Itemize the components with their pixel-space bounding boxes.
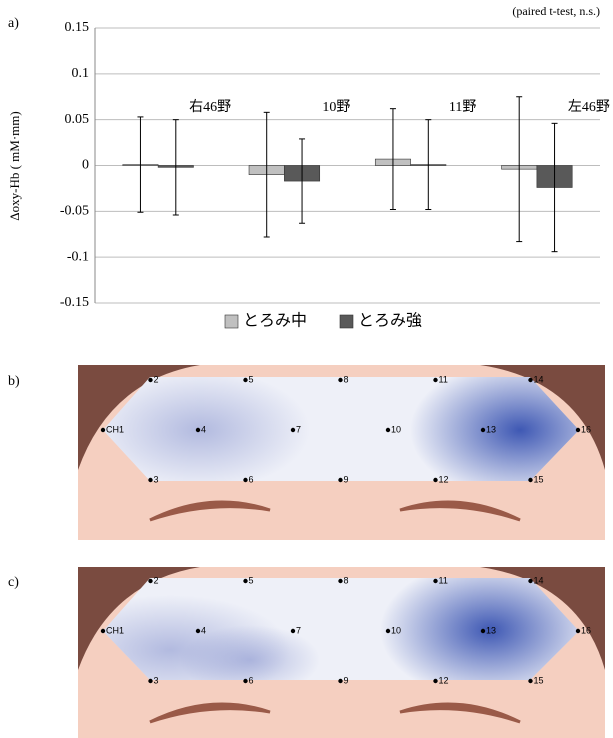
- channel-dot: [433, 478, 437, 482]
- channel-dot: [101, 428, 105, 432]
- channel-label: 12: [439, 474, 449, 484]
- channel-dot: [291, 629, 295, 633]
- channel-label: 11: [439, 374, 448, 384]
- channel-label: 13: [486, 424, 496, 434]
- category-label: 11野: [449, 99, 476, 115]
- channel-dot: [243, 378, 247, 382]
- legend-swatch: [225, 315, 238, 328]
- channel-label: 7: [296, 424, 301, 434]
- y-axis-label: Δoxy-Hb ( mM·mm): [7, 111, 22, 220]
- channel-dot: [481, 428, 485, 432]
- channel-dot: [528, 378, 532, 382]
- channel-label: 9: [344, 474, 349, 484]
- channel-label: 15: [534, 675, 544, 685]
- channel-label: 16: [581, 625, 591, 635]
- channel-label: 5: [249, 374, 254, 384]
- channel-label: 14: [534, 575, 544, 585]
- y-tick-label: -0.05: [60, 204, 89, 219]
- channel-dot: [338, 378, 342, 382]
- channel-dot: [528, 478, 532, 482]
- channel-dot: [101, 629, 105, 633]
- channel-label: 6: [249, 474, 254, 484]
- legend-label: とろみ中: [243, 312, 307, 330]
- channel-label: 2: [154, 374, 159, 384]
- channel-dot: [148, 378, 152, 382]
- channel-label: CH1: [106, 424, 124, 434]
- channel-label: 3: [154, 474, 159, 484]
- channel-dot: [528, 679, 532, 683]
- channel-dot: [148, 579, 152, 583]
- channel-label: 5: [249, 575, 254, 585]
- channel-label: 8: [344, 374, 349, 384]
- y-tick-label: -0.15: [60, 295, 89, 310]
- channel-label: 3: [154, 675, 159, 685]
- bar-chart: a) (paired t-test, n.s.) Δoxy-Hb ( mM·mm…: [7, 4, 600, 221]
- channel-label: 2: [154, 575, 159, 585]
- panel-label: a): [8, 16, 19, 31]
- channel-label: 16: [581, 424, 591, 434]
- channel-dot: [243, 679, 247, 683]
- channel-dot: [196, 428, 200, 432]
- channel-dot: [433, 579, 437, 583]
- channel-label: 9: [344, 675, 349, 685]
- channel-dot: [576, 629, 580, 633]
- channel-dot: [243, 579, 247, 583]
- face-c: [50, 560, 605, 738]
- channel-dot: [481, 629, 485, 633]
- category-label: 10野: [322, 99, 350, 115]
- y-tick-label: 0: [82, 158, 89, 173]
- channel-dot: [148, 679, 152, 683]
- y-tick-label: -0.1: [67, 249, 89, 264]
- channel-label: 15: [534, 474, 544, 484]
- channel-label: 4: [201, 625, 206, 635]
- channel-dot: [148, 478, 152, 482]
- category-label: 右46野: [189, 99, 231, 115]
- annotation: (paired t-test, n.s.): [512, 4, 600, 18]
- channel-label: 13: [486, 625, 496, 635]
- channel-dot: [528, 579, 532, 583]
- channel-dot: [196, 629, 200, 633]
- channel-label: 8: [344, 575, 349, 585]
- channel-label: 4: [201, 424, 206, 434]
- channel-label: 10: [391, 424, 401, 434]
- channel-label: 14: [534, 374, 544, 384]
- panel-label: c): [8, 575, 19, 590]
- channel-label: 10: [391, 625, 401, 635]
- channel-dot: [433, 378, 437, 382]
- channel-label: CH1: [106, 625, 124, 635]
- y-tick-label: 0.05: [65, 112, 90, 127]
- face-b: [78, 360, 613, 540]
- channel-dot: [243, 478, 247, 482]
- channel-dot: [291, 428, 295, 432]
- channel-dot: [338, 579, 342, 583]
- legend-swatch: [340, 315, 353, 328]
- y-tick-label: 0.15: [65, 20, 90, 35]
- y-tick-label: 0.1: [72, 66, 90, 81]
- channel-label: 12: [439, 675, 449, 685]
- channel-dot: [386, 428, 390, 432]
- channel-dot: [338, 679, 342, 683]
- channel-dot: [433, 679, 437, 683]
- channel-label: 6: [249, 675, 254, 685]
- panel-label: b): [8, 374, 20, 389]
- channel-label: 7: [296, 625, 301, 635]
- legend-label: とろみ強: [358, 312, 422, 330]
- category-label: 左46野: [568, 99, 610, 115]
- channel-label: 11: [439, 575, 448, 585]
- channel-dot: [338, 478, 342, 482]
- channel-dot: [576, 428, 580, 432]
- figure: a) (paired t-test, n.s.) Δoxy-Hb ( mM·mm…: [0, 0, 613, 738]
- channel-dot: [386, 629, 390, 633]
